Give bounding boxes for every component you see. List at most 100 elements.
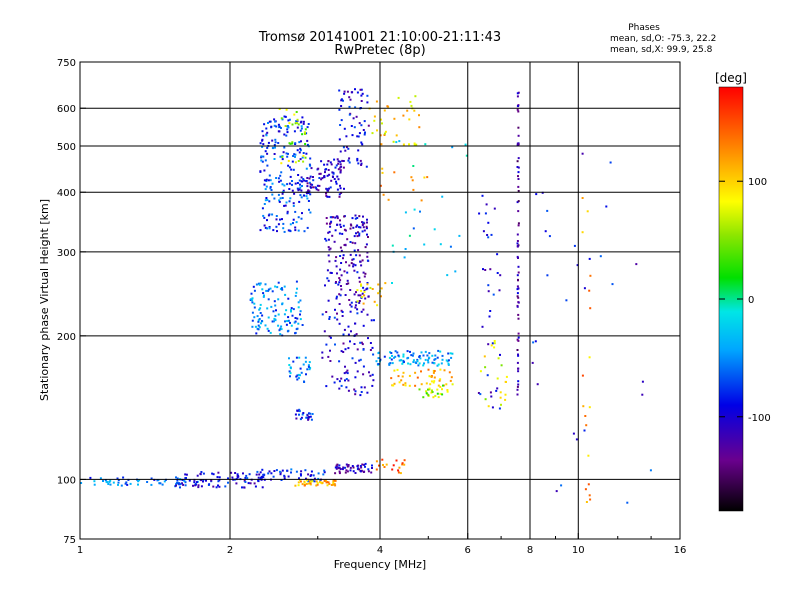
data-point [262, 143, 265, 146]
data-point [338, 470, 341, 473]
data-point [436, 388, 439, 391]
data-point [278, 199, 281, 202]
data-point [317, 167, 320, 170]
data-point [490, 233, 493, 236]
data-point [439, 243, 442, 246]
data-point [269, 331, 272, 334]
data-point [361, 343, 364, 346]
data-point [354, 306, 357, 309]
data-point [339, 468, 342, 470]
data-point [266, 146, 269, 149]
data-point [283, 133, 286, 136]
data-point [384, 130, 387, 133]
data-point [499, 274, 502, 277]
data-point [388, 362, 391, 365]
data-point [338, 303, 341, 305]
data-point [402, 371, 405, 374]
data-point [358, 468, 361, 471]
data-point [279, 155, 282, 158]
data-point [487, 284, 490, 287]
data-point [105, 480, 108, 483]
data-point [263, 123, 266, 126]
data-point [358, 301, 361, 304]
data-point [364, 246, 367, 249]
data-point [359, 358, 362, 361]
data-point [308, 208, 310, 211]
data-point [581, 231, 584, 234]
data-point [280, 328, 283, 331]
data-point [583, 429, 586, 432]
data-point [312, 176, 314, 178]
data-point [584, 488, 587, 491]
data-point [517, 185, 520, 188]
data-point [330, 484, 333, 486]
data-point [292, 202, 295, 205]
data-point [268, 227, 271, 230]
data-point [350, 330, 352, 333]
data-point [265, 178, 268, 181]
data-point [425, 392, 428, 395]
data-point [309, 412, 312, 415]
data-point [268, 174, 271, 177]
data-point [306, 143, 309, 146]
data-point [436, 364, 439, 367]
data-point [182, 483, 185, 486]
data-point [346, 369, 349, 372]
data-point [351, 241, 354, 244]
data-point [418, 362, 421, 365]
data-point [407, 362, 410, 365]
data-point [364, 131, 366, 134]
data-point [333, 316, 336, 319]
data-point [284, 293, 287, 296]
data-point [288, 357, 290, 360]
data-point [286, 210, 289, 213]
data-point [451, 383, 454, 386]
data-point [137, 483, 139, 486]
data-point [283, 184, 286, 187]
data-point [360, 283, 362, 286]
data-point [489, 268, 492, 271]
data-point [565, 299, 568, 302]
data-point [402, 353, 405, 356]
data-point [301, 116, 304, 119]
data-point [281, 158, 284, 161]
data-point [340, 98, 343, 101]
data-point [298, 477, 300, 480]
data-point [486, 374, 489, 377]
data-point [263, 216, 266, 219]
data-point [336, 312, 338, 315]
data-point [446, 360, 449, 363]
data-point [413, 142, 416, 145]
data-point [505, 375, 508, 378]
data-point [390, 352, 393, 354]
data-point [434, 358, 437, 360]
data-point [410, 354, 413, 357]
data-point [327, 299, 330, 302]
data-point [297, 123, 300, 126]
data-point [397, 354, 400, 357]
data-point [282, 151, 285, 154]
data-point [354, 322, 357, 325]
data-point [215, 486, 218, 489]
data-point [307, 365, 310, 368]
data-point [358, 359, 361, 362]
data-point [289, 366, 292, 369]
data-point [349, 241, 352, 243]
data-point [365, 243, 368, 246]
data-point [188, 479, 191, 482]
data-point [323, 163, 326, 166]
data-point [358, 234, 361, 237]
data-point [292, 308, 295, 311]
data-point [367, 470, 370, 473]
data-point [296, 409, 299, 412]
data-point [179, 483, 182, 486]
colorbar: -100 0 100 [deg] [715, 71, 771, 512]
data-point [334, 259, 337, 262]
data-point [387, 198, 390, 201]
data-point [484, 269, 487, 271]
data-point [262, 292, 265, 295]
data-point [294, 153, 297, 156]
data-point [299, 129, 302, 132]
data-point [409, 363, 412, 366]
data-point [424, 350, 427, 353]
